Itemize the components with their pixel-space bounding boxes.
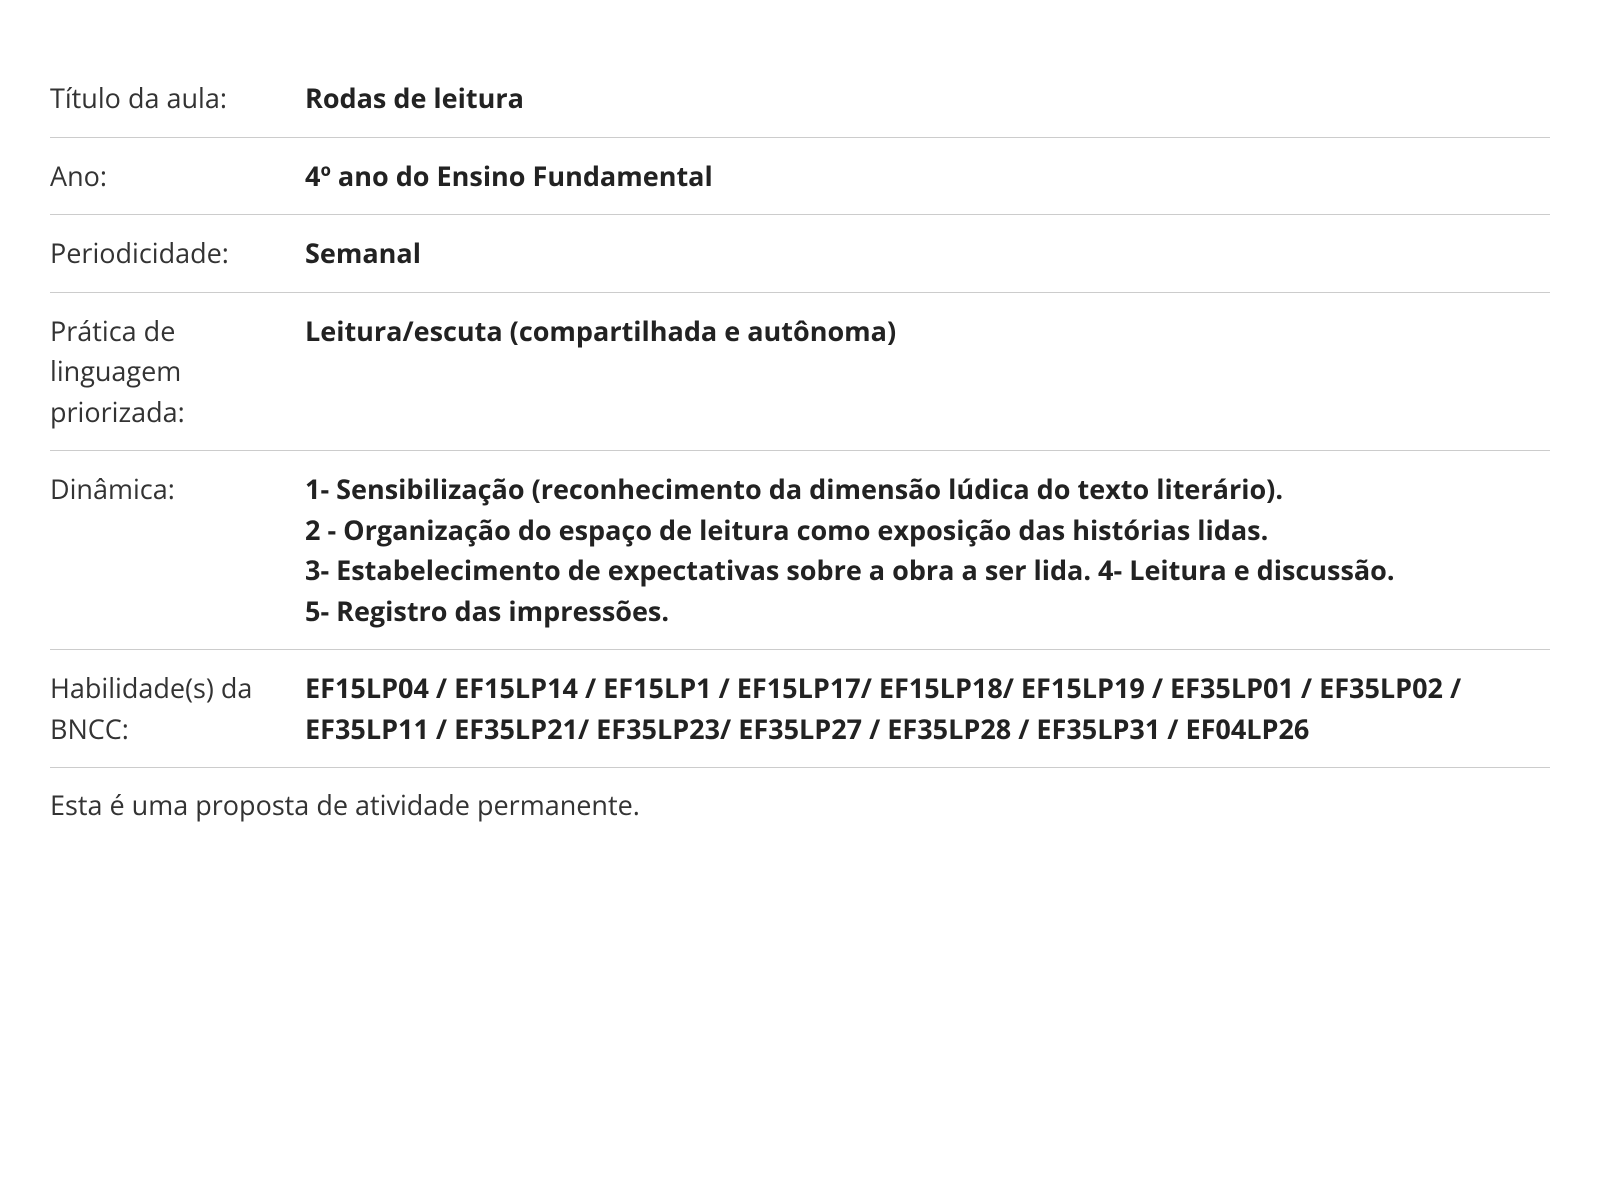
row-value: Rodas de leitura [305,78,1550,119]
value-line: 1- Sensibilização (reconhecimento da dim… [305,469,1550,510]
lesson-plan-table: Título da aula: Rodas de leitura Ano: 4º… [50,60,1550,768]
value-line: Leitura/escuta (compartilhada e autônoma… [305,311,1550,352]
row-label: Título da aula: [50,78,305,119]
table-row: Periodicidade: Semanal [50,215,1550,293]
row-label: Dinâmica: [50,469,305,631]
table-row: Prática de linguagem priorizada: Leitura… [50,293,1550,452]
row-value: Semanal [305,233,1550,274]
row-value: 1- Sensibilização (reconhecimento da dim… [305,469,1550,631]
row-value: EF15LP04 / EF15LP14 / EF15LP1 / EF15LP17… [305,668,1550,749]
value-line: 4º ano do Ensino Fundamental [305,156,1550,197]
row-label: Ano: [50,156,305,197]
row-label: Habilidade(s) da BNCC: [50,668,305,749]
footer-note: Esta é uma proposta de atividade permane… [50,768,1550,823]
value-line: Rodas de leitura [305,78,1550,119]
table-row: Habilidade(s) da BNCC: EF15LP04 / EF15LP… [50,650,1550,768]
table-row: Dinâmica: 1- Sensibilização (reconhecime… [50,451,1550,650]
value-line: EF15LP04 / EF15LP14 / EF15LP1 / EF15LP17… [305,668,1550,749]
row-label: Periodicidade: [50,233,305,274]
table-row: Ano: 4º ano do Ensino Fundamental [50,138,1550,216]
value-line: 2 - Organização do espaço de leitura com… [305,510,1550,551]
value-line: 5- Registro das impressões. [305,591,1550,632]
value-line: Semanal [305,233,1550,274]
table-row: Título da aula: Rodas de leitura [50,60,1550,138]
row-label: Prática de linguagem priorizada: [50,311,305,433]
row-value: Leitura/escuta (compartilhada e autônoma… [305,311,1550,433]
value-line: 3- Estabelecimento de expectativas sobre… [305,550,1550,591]
row-value: 4º ano do Ensino Fundamental [305,156,1550,197]
